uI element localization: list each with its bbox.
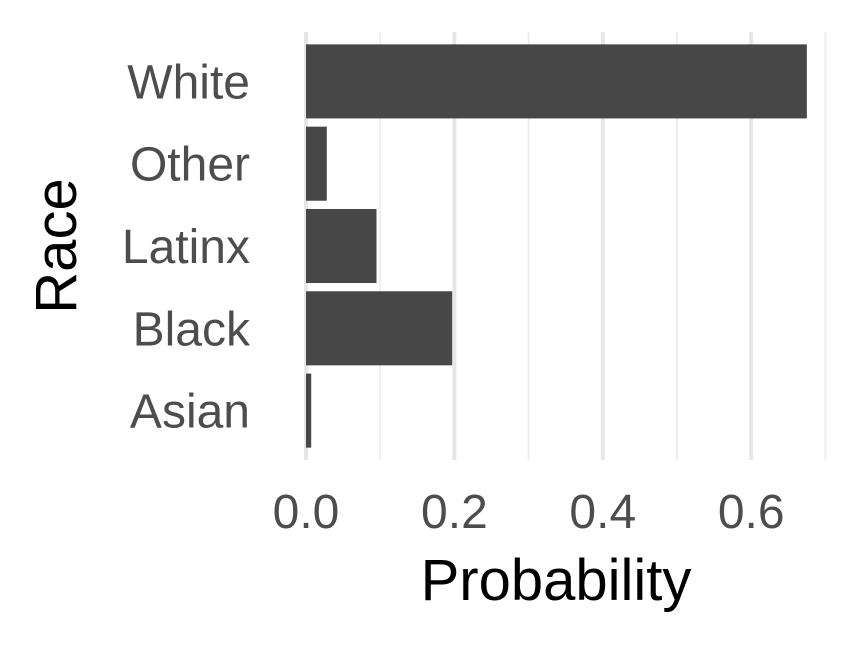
bar-latinx	[306, 208, 377, 284]
bar-white	[306, 44, 807, 119]
x-tick-label: 0.2	[421, 486, 488, 539]
y-tick-label: White	[127, 56, 250, 109]
y-tick-label: Black	[133, 303, 251, 356]
bar-asian	[306, 373, 312, 448]
x-tick-label: 0.6	[718, 486, 785, 539]
y-tick-label: Other	[130, 139, 250, 192]
x-tick-label: 0.4	[569, 486, 636, 539]
y-axis-title: Race	[24, 178, 89, 313]
x-tick-label: 0.0	[273, 486, 340, 539]
bar-other	[306, 126, 327, 201]
bars	[306, 44, 807, 448]
y-tick-label: Asian	[130, 386, 250, 439]
y-tick-labels: Asian Black Latinx Other White	[122, 56, 251, 438]
x-tick-labels: 0.0 0.2 0.4 0.6	[273, 486, 785, 539]
y-tick-label: Latinx	[122, 221, 250, 274]
x-axis-title: Probability	[421, 548, 692, 613]
bar-black	[306, 291, 453, 366]
